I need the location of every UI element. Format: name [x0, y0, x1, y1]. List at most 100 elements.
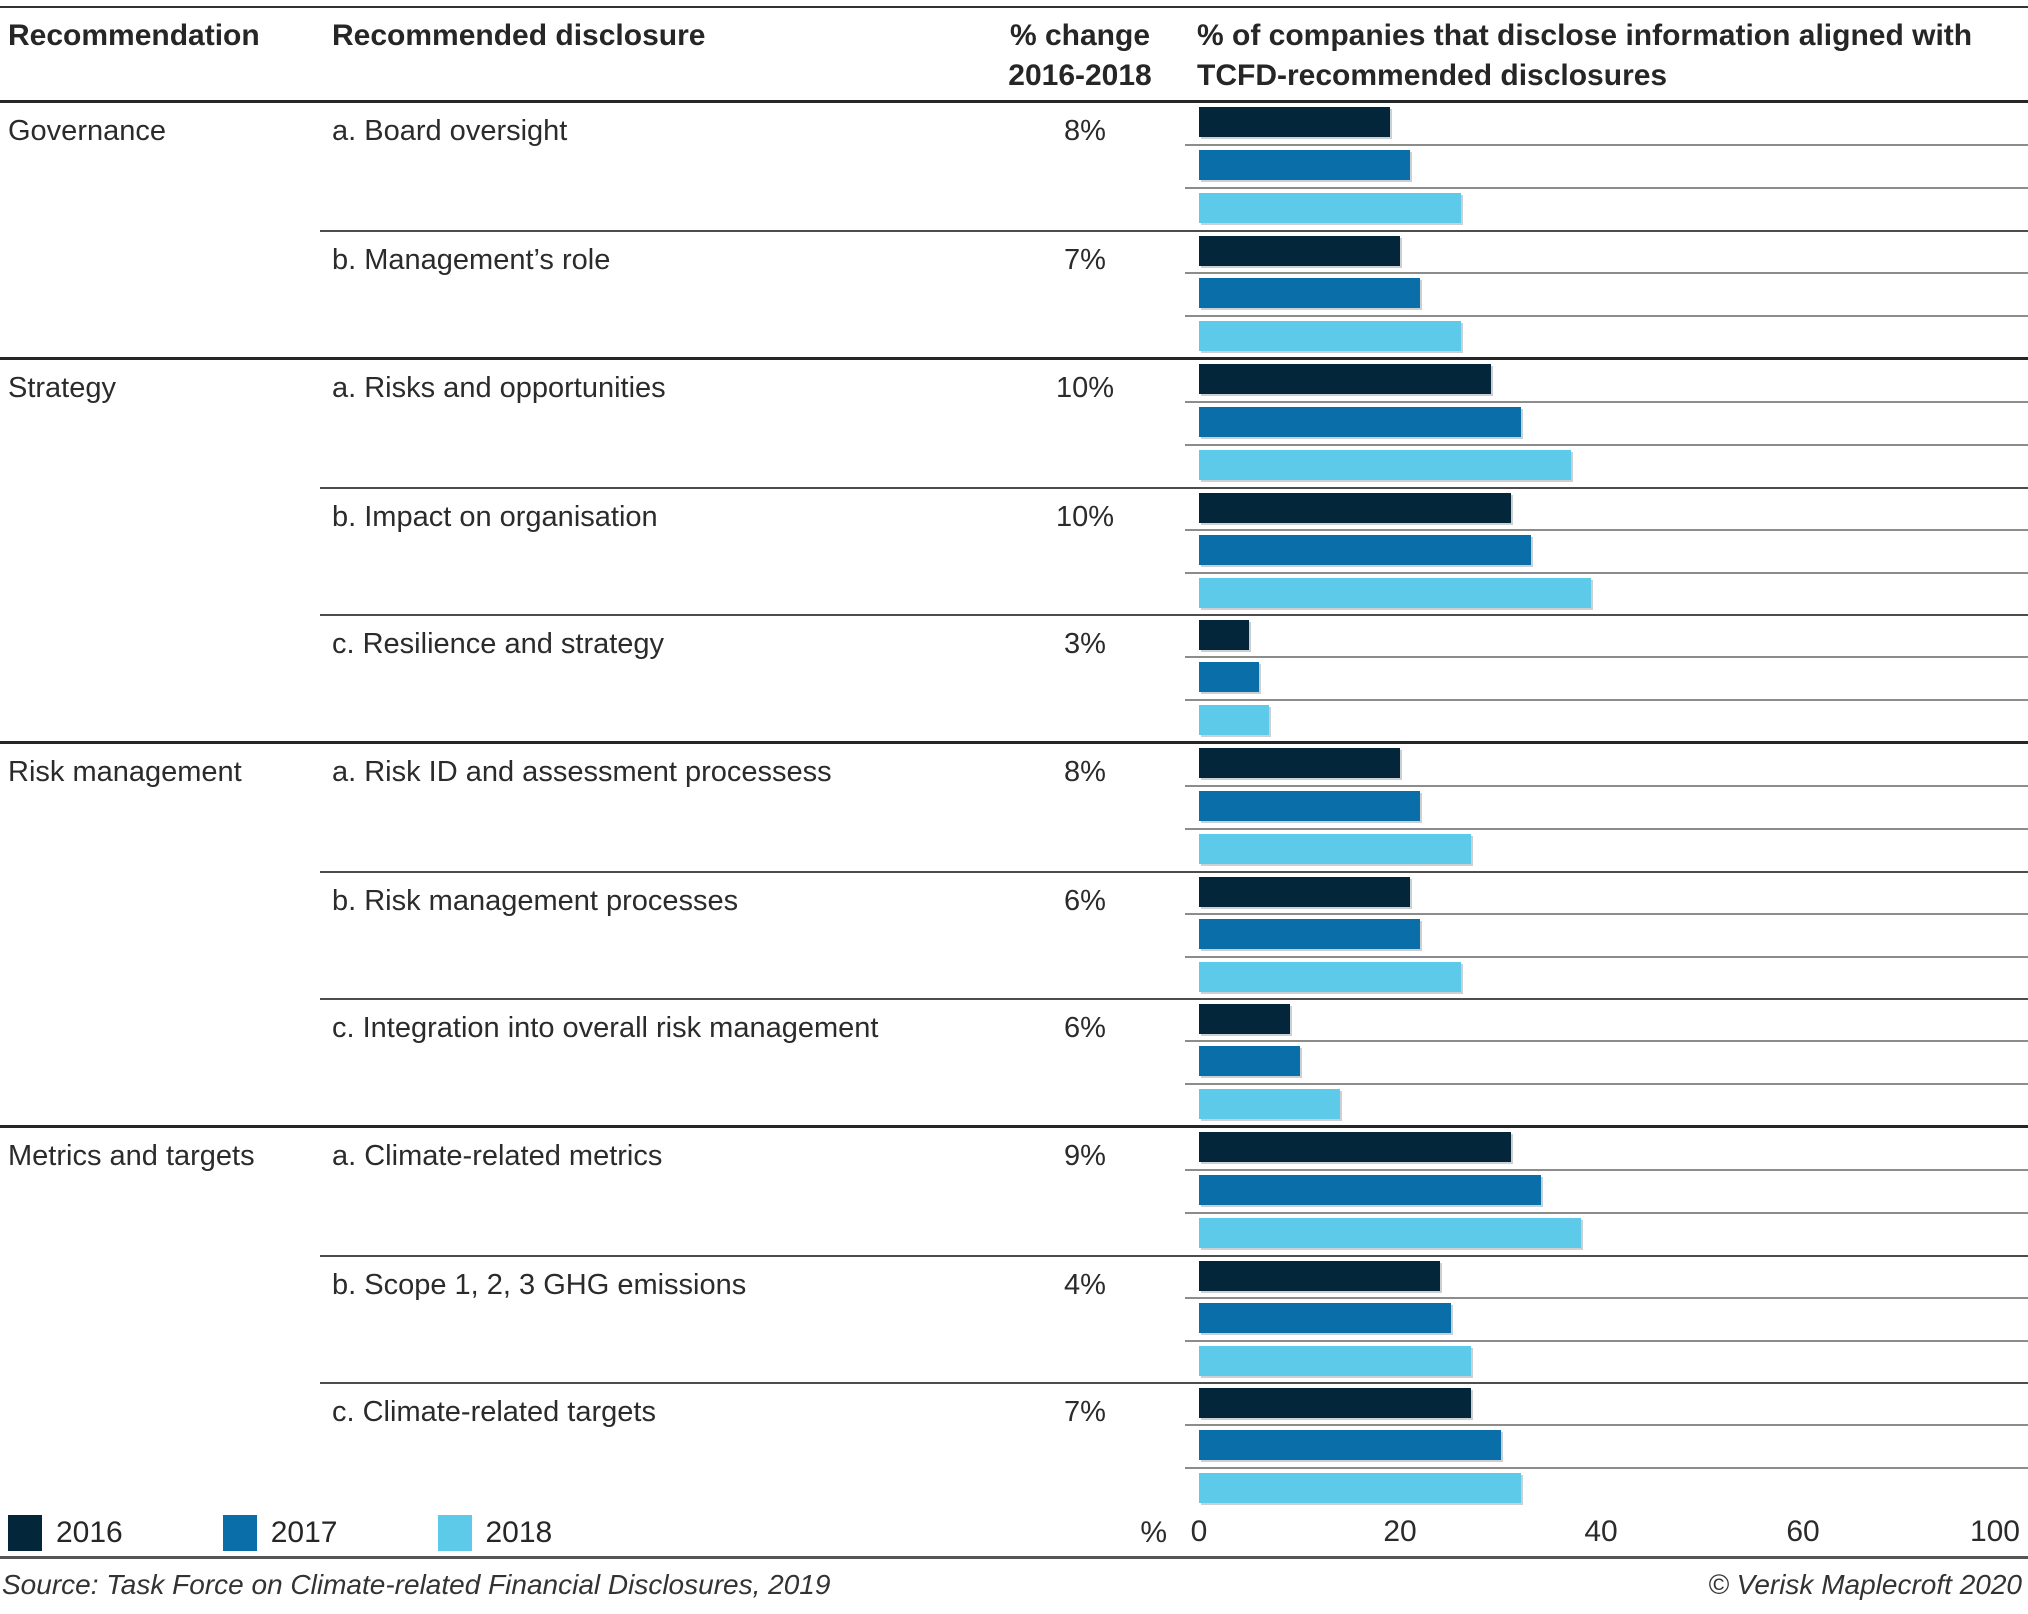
disclosure-row: a. Climate-related metrics 9%: [320, 1128, 2028, 1255]
disclosure-row: c. Resilience and strategy 3%: [320, 614, 2028, 741]
legend-item-2016: 2016: [8, 1514, 123, 1551]
header-chart-title: % of companies that disclose information…: [1185, 8, 2028, 100]
disclosure-label: b. Management’s role: [332, 244, 611, 276]
bar-row-2018: [1185, 701, 2028, 741]
bar-row-2017: [1185, 1171, 2028, 1214]
percent-change-value: 10%: [1055, 501, 1115, 533]
disclosure-label: b. Scope 1, 2, 3 GHG emissions: [332, 1269, 747, 1301]
recommendation-group: Governance a. Board oversight 8% b. Managem…: [0, 103, 2028, 357]
percent-change-value: 9%: [1064, 1140, 1106, 1172]
bar-row-2018: [1185, 1085, 2028, 1125]
bar-2017: [1199, 150, 1410, 180]
disclosure-row: b. Management’s role 7%: [320, 230, 2028, 357]
percent-change-value: 10%: [1055, 372, 1115, 404]
source-note: Source: Task Force on Climate-related Fi…: [2, 1568, 831, 1600]
recommendation-disclosures: a. Board oversight 8% b. Management’s role…: [320, 103, 2028, 357]
bar-2018: [1199, 577, 1591, 608]
bar-row-2016: [1185, 1384, 2028, 1427]
bar-row-2017: [1185, 146, 2028, 189]
recommendation-group: Strategy a. Risks and opportunities 10% b. …: [0, 357, 2028, 741]
bar-row-2016: [1185, 232, 2028, 275]
recommendation-disclosures: a. Climate-related metrics 9% b. Scope 1, …: [320, 1128, 2028, 1509]
bars-cell: [1185, 1000, 2028, 1125]
disclosure-label: a. Climate-related metrics: [332, 1140, 663, 1172]
bar-2018: [1199, 1472, 1521, 1503]
bar-2018: [1199, 834, 1471, 864]
bar-2018: [1199, 704, 1269, 735]
bar-2018: [1199, 1345, 1471, 1376]
disclosure-row: a. Risks and opportunities 10%: [320, 360, 2028, 487]
percent-change-value: 3%: [1064, 628, 1106, 660]
disclosure-row: c. Climate-related targets 7%: [320, 1382, 2028, 1509]
bar-2017: [1199, 1303, 1451, 1334]
legend-item-2018: 2018: [437, 1514, 552, 1551]
bar-row-2016: [1185, 873, 2028, 916]
bar-row-2017: [1185, 658, 2028, 701]
legend-swatch-icon: [8, 1514, 42, 1551]
bar-2017: [1199, 1430, 1501, 1461]
bars-cell: [1185, 232, 2028, 357]
header-percent-change-line2: 2016-2018: [1008, 59, 1152, 92]
bar-row-2016: [1185, 489, 2028, 532]
header-recommended-disclosure: Recommended disclosure: [332, 19, 706, 52]
disclosure-label: a. Risk ID and assessment processess: [332, 756, 832, 788]
disclosure-row: b. Risk management processes 6%: [320, 871, 2028, 998]
bar-2018: [1199, 1218, 1581, 1248]
bars-cell: [1185, 873, 2028, 998]
bar-row-2016: [1185, 360, 2028, 403]
bars-cell: [1185, 489, 2028, 614]
recommendation-disclosures: a. Risks and opportunities 10% b. Impact o…: [320, 360, 2028, 741]
bars-cell: [1185, 1128, 2028, 1255]
bar-row-2016: [1185, 1000, 2028, 1043]
bar-2018: [1199, 193, 1461, 223]
bar-row-2016: [1185, 744, 2028, 787]
bars-cell: [1185, 360, 2028, 487]
bar-2017: [1199, 791, 1420, 821]
header-chart-title-line1: % of companies that disclose information…: [1197, 19, 1973, 52]
legend-label: 2017: [270, 1515, 338, 1549]
disclosure-row: a. Board oversight 8%: [320, 103, 2028, 230]
x-tick-label: 0: [1190, 1515, 1208, 1548]
chart-body: Governance a. Board oversight 8% b. Managem…: [0, 103, 2028, 1509]
legend-swatch-icon: [222, 1514, 257, 1551]
bar-row-2016: [1185, 1257, 2028, 1300]
recommendation-label: Strategy: [8, 372, 116, 404]
bars-cell: [1185, 103, 2028, 230]
bar-row-2017: [1185, 915, 2028, 958]
x-tick-label: 20: [1383, 1515, 1417, 1548]
axis-legend-row: 2016 2017 2018 % 0 20 40 60 100: [0, 1509, 2028, 1559]
bar-2016: [1199, 877, 1410, 907]
disclosure-row: b. Scope 1, 2, 3 GHG emissions 4%: [320, 1255, 2028, 1382]
disclosure-row: c. Integration into overall risk managem…: [320, 998, 2028, 1125]
recommendation-group: Metrics and targets a. Climate-related me…: [0, 1125, 2028, 1509]
header-recommendation: Recommendation: [8, 19, 260, 52]
disclosure-label: b. Risk management processes: [332, 885, 739, 917]
bar-row-2018: [1185, 830, 2028, 871]
x-tick-label-max: 100: [1969, 1515, 2020, 1548]
percent-change-value: 7%: [1064, 1396, 1106, 1428]
bar-2017: [1199, 919, 1420, 950]
recommendation-label: Risk management: [8, 756, 242, 788]
copyright-note: © Verisk Maplecroft 2020: [1708, 1568, 2022, 1600]
table-header-row: Recommendation Recommended disclosure % …: [0, 8, 2028, 103]
bar-2016: [1199, 1261, 1440, 1291]
bar-row-2017: [1185, 787, 2028, 830]
bar-2016: [1199, 748, 1400, 778]
bar-row-2016: [1185, 1128, 2028, 1171]
bar-2017: [1199, 1046, 1300, 1077]
legend-label: 2016: [56, 1515, 123, 1549]
recommendation-group: Risk management a. Risk ID and assessment…: [0, 741, 2028, 1125]
bar-row-2017: [1185, 403, 2028, 446]
bar-2018: [1199, 450, 1571, 480]
bar-2017: [1199, 535, 1531, 566]
bar-2017: [1199, 407, 1521, 437]
bar-row-2018: [1185, 958, 2028, 998]
percent-change-value: 8%: [1064, 115, 1106, 147]
disclosure-label: c. Climate-related targets: [332, 1396, 656, 1428]
bars-cell: [1185, 616, 2028, 741]
disclosure-row: b. Impact on organisation 10%: [320, 487, 2028, 614]
bar-2016: [1199, 364, 1491, 394]
disclosure-label: b. Impact on organisation: [332, 501, 658, 533]
header-percent-change: % change 2016-2018: [985, 8, 1185, 100]
